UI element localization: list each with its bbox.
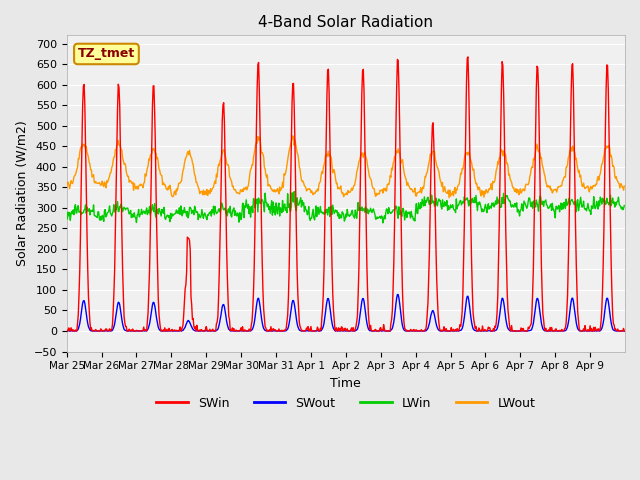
Title: 4-Band Solar Radiation: 4-Band Solar Radiation	[259, 15, 433, 30]
Y-axis label: Solar Radiation (W/m2): Solar Radiation (W/m2)	[15, 120, 28, 266]
Legend: SWin, SWout, LWin, LWout: SWin, SWout, LWin, LWout	[152, 392, 540, 415]
X-axis label: Time: Time	[330, 377, 361, 390]
Text: TZ_tmet: TZ_tmet	[78, 48, 135, 60]
